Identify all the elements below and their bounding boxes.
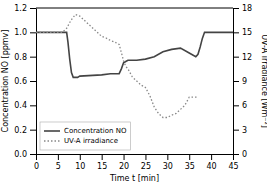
tick: 35 bbox=[185, 154, 195, 171]
tick-mark bbox=[145, 154, 146, 160]
tick-label: 0.0 bbox=[14, 150, 27, 159]
legend-label: Concentration NO bbox=[64, 127, 127, 135]
tick-label: 1.0 bbox=[14, 28, 27, 37]
frame bbox=[36, 8, 233, 9]
legend-item: UV-A irradiance bbox=[44, 137, 118, 145]
tick: 9 bbox=[233, 77, 247, 86]
tick: 6 bbox=[233, 101, 247, 110]
tick-mark bbox=[30, 105, 36, 106]
series-line bbox=[36, 14, 198, 117]
tick: 0.6 bbox=[14, 77, 36, 86]
plot: 0510152025303540450.00.20.40.60.81.01.20… bbox=[14, 4, 252, 171]
tick: 0.2 bbox=[14, 126, 36, 135]
tick-label: 12 bbox=[242, 53, 252, 62]
tick: 0.8 bbox=[14, 53, 36, 62]
tick-label: 10 bbox=[75, 162, 85, 171]
tick-label: 0.2 bbox=[14, 126, 27, 135]
tick: 15 bbox=[97, 154, 107, 171]
series-line bbox=[36, 32, 233, 77]
tick-mark bbox=[233, 8, 239, 9]
tick-mark bbox=[30, 154, 36, 155]
tick-label: 45 bbox=[228, 162, 238, 171]
tick-mark bbox=[30, 32, 36, 33]
tick: 1.0 bbox=[14, 28, 36, 37]
tick-label: 35 bbox=[185, 162, 195, 171]
legend-handle bbox=[44, 130, 60, 132]
tick-mark bbox=[80, 154, 81, 160]
tick-label: 6 bbox=[242, 101, 247, 110]
tick-label: 15 bbox=[97, 162, 107, 171]
x-axis-line bbox=[37, 154, 234, 155]
tick-mark bbox=[189, 154, 190, 160]
tick-mark bbox=[167, 154, 168, 160]
legend-label: UV-A irradiance bbox=[64, 137, 118, 145]
legend-box bbox=[40, 122, 131, 150]
tick: 18 bbox=[233, 4, 252, 13]
tick-label: 30 bbox=[163, 162, 173, 171]
tick-mark bbox=[30, 8, 36, 9]
y-axis: 0.0 0.2 0.4 0.6 0.8 1.0 1.2 bbox=[14, 4, 36, 159]
tick: 20 bbox=[119, 154, 129, 171]
tick-label: 40 bbox=[207, 162, 217, 171]
y-axis-title: Concentration NO [ppmv] bbox=[1, 30, 10, 133]
tick: 0.0 bbox=[14, 150, 36, 159]
tick-mark bbox=[30, 130, 36, 131]
tick-label: 1.2 bbox=[14, 4, 27, 13]
chart: 0510152025303540450.00.20.40.60.81.01.20… bbox=[0, 0, 267, 184]
tick-label: 0 bbox=[242, 150, 247, 159]
tick-label: 20 bbox=[119, 162, 129, 171]
legend-item: Concentration NO bbox=[44, 127, 127, 135]
tick-label: 18 bbox=[242, 4, 252, 13]
legend-handle bbox=[44, 140, 60, 141]
tick: 45 bbox=[228, 154, 238, 171]
tick-mark bbox=[233, 130, 239, 131]
lines bbox=[36, 14, 233, 117]
tick-mark bbox=[233, 105, 239, 106]
tick: 12 bbox=[233, 53, 252, 62]
tick-label: 0.8 bbox=[14, 53, 27, 62]
tick-label: 0 bbox=[34, 162, 39, 171]
tick-label: 3 bbox=[242, 126, 247, 135]
tick-mark bbox=[30, 57, 36, 58]
tick: 0 bbox=[34, 154, 39, 171]
tick: 10 bbox=[75, 154, 85, 171]
tick-label: 0.6 bbox=[14, 77, 27, 86]
tick: 3 bbox=[233, 126, 247, 135]
tick-mark bbox=[36, 154, 37, 160]
tick: 0.4 bbox=[14, 101, 36, 110]
tick-mark bbox=[233, 32, 239, 33]
tick-mark bbox=[233, 154, 239, 155]
tick: 30 bbox=[163, 154, 173, 171]
tick: 0 bbox=[233, 150, 247, 159]
tick: 5 bbox=[56, 154, 61, 171]
tick-mark bbox=[124, 154, 125, 160]
x-axis-title: Time t [min] bbox=[109, 174, 159, 183]
tick-mark bbox=[211, 154, 212, 160]
tick-mark bbox=[102, 154, 103, 160]
legend: Concentration NO UV-A irradiance bbox=[40, 122, 131, 150]
y2-axis: 0 3 6 9 12 15 18 bbox=[233, 4, 252, 159]
x-axis: 0 5 10 15 20 25 30 35 40 45 bbox=[34, 154, 239, 171]
tick: 15 bbox=[233, 28, 252, 37]
tick-mark bbox=[233, 57, 239, 58]
tick-mark bbox=[233, 81, 239, 82]
y-axis-line bbox=[36, 9, 37, 155]
tick-mark bbox=[58, 154, 59, 160]
tick-label: 25 bbox=[141, 162, 151, 171]
y2-axis-title: UV-A irradiance [Wm⁻²] bbox=[260, 34, 267, 128]
tick-label: 5 bbox=[56, 162, 61, 171]
tick-mark bbox=[30, 81, 36, 82]
tick-label: 9 bbox=[242, 77, 247, 86]
tick: 1.2 bbox=[14, 4, 36, 13]
tick-label: 15 bbox=[242, 28, 252, 37]
tick-label: 0.4 bbox=[14, 101, 27, 110]
tick: 40 bbox=[207, 154, 217, 171]
tick: 25 bbox=[141, 154, 151, 171]
